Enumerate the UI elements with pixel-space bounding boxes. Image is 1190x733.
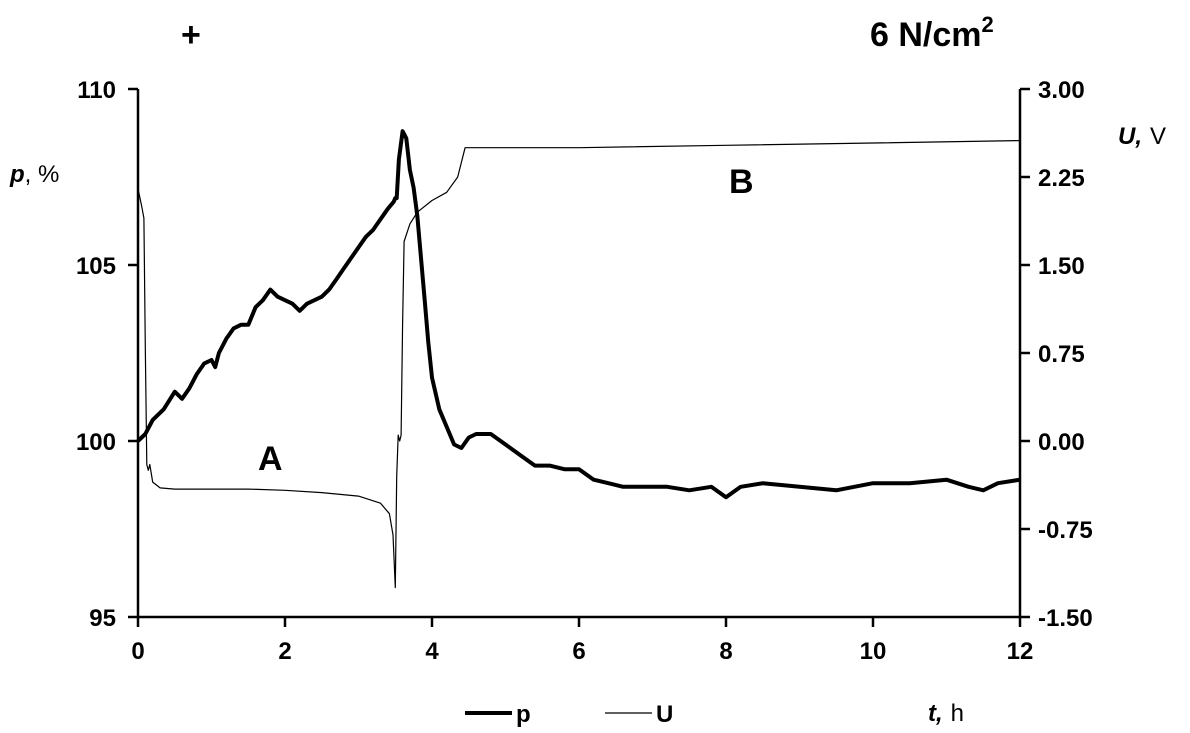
- right-y-tick-label: 0.75: [1038, 341, 1085, 368]
- legend-label-p: p: [516, 701, 531, 728]
- annotation-b: B: [729, 163, 754, 201]
- left-axis-title: p, %: [9, 161, 59, 188]
- pressure-label: 6 N/cm2: [870, 12, 994, 54]
- x-tick-label: 12: [1007, 638, 1034, 665]
- x-axis-title: t, h: [928, 700, 964, 727]
- plus-sign: +: [181, 16, 201, 54]
- series-line-u: [137, 140, 1021, 589]
- right-y-tick-label: 2.25: [1038, 165, 1085, 192]
- x-tick-label: 0: [131, 638, 144, 665]
- right-y-tick-label: -0.75: [1038, 517, 1093, 544]
- series-line-p: [136, 129, 1021, 500]
- legend-label-u: U: [656, 701, 673, 728]
- right-y-tick-label: -1.50: [1038, 605, 1093, 632]
- right-y-tick-label: 0.00: [1038, 429, 1085, 456]
- x-tick-label: 4: [425, 638, 439, 665]
- series: [136, 129, 1021, 589]
- ticks: 95100105110-1.50-0.750.000.751.502.253.0…: [76, 77, 1093, 665]
- x-tick-label: 8: [719, 638, 732, 665]
- left-y-tick-label: 95: [89, 605, 116, 632]
- annotation-a: A: [258, 440, 283, 478]
- left-y-tick-label: 105: [76, 253, 116, 280]
- left-y-tick-label: 110: [77, 77, 116, 104]
- x-tick-label: 2: [278, 638, 291, 665]
- x-tick-label: 6: [572, 638, 585, 665]
- left-y-tick-label: 100: [76, 429, 116, 456]
- x-tick-label: 10: [860, 638, 887, 665]
- legend: p U: [465, 701, 673, 728]
- right-axis-title: U, V: [1118, 123, 1166, 150]
- right-y-tick-label: 1.50: [1038, 253, 1085, 280]
- axes: [136, 89, 1022, 619]
- right-y-tick-label: 3.00: [1038, 77, 1085, 104]
